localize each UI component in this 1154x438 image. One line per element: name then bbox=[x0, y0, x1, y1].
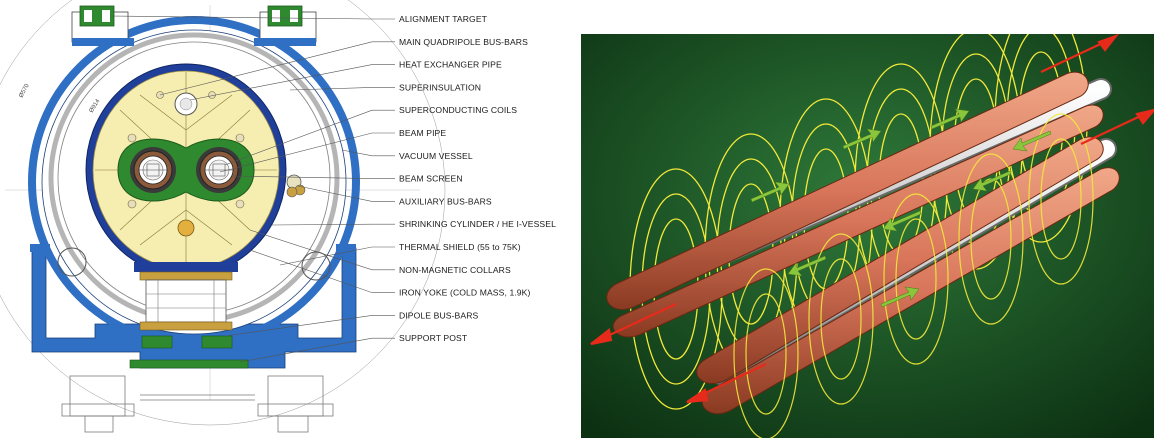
field-direction-arrows bbox=[750, 108, 1052, 308]
callout-alignment-target: ALIGNMENT TARGET bbox=[399, 14, 488, 24]
beam-direction-arrows bbox=[590, 34, 1154, 404]
side-pipe-left bbox=[57, 247, 87, 277]
callout-beam-pipe: BEAM PIPE bbox=[399, 128, 446, 138]
beam-direction-arrow-icon bbox=[1135, 108, 1154, 125]
beam-screen-right bbox=[212, 163, 226, 177]
leader-line-dipole-bus-bars bbox=[224, 315, 395, 337]
beam-screen-left bbox=[146, 163, 160, 177]
alignment-target-left bbox=[71, 5, 134, 46]
dimension-label-outer: Ø570 bbox=[18, 83, 30, 99]
magnetic-field-arrow-icon bbox=[972, 170, 1012, 192]
callout-heat-exchanger-pipe: HEAT EXCHANGER PIPE bbox=[399, 60, 502, 70]
superconducting-coils-right bbox=[196, 147, 242, 193]
leader-line-thermal-shield bbox=[279, 246, 395, 266]
support-post-shape bbox=[129, 262, 249, 369]
field-line-loop bbox=[820, 258, 862, 380]
beam-direction-arrow-icon bbox=[1097, 34, 1119, 52]
beam-direction-arrow-icon bbox=[686, 388, 709, 404]
main-quadripole-bus-bar-holes bbox=[127, 91, 245, 209]
callout-auxiliary-bus-bars: AUXILIARY BUS-BARS bbox=[399, 196, 492, 206]
vacuum-vessel-ring bbox=[28, 16, 360, 348]
field-line-loop bbox=[733, 268, 799, 438]
beam-direction-arrow-icon bbox=[590, 328, 613, 346]
construction-circle bbox=[0, 0, 446, 426]
leader-line-shrinking-cylinder bbox=[271, 223, 395, 226]
auxiliary-bus-bars-shape bbox=[286, 174, 306, 198]
leader-line-beam-pipe bbox=[219, 132, 395, 173]
magnetic-field-lines-front bbox=[733, 113, 1094, 438]
callout-vacuum-vessel: VACUUM VESSEL bbox=[399, 151, 473, 161]
leader-line-beam-screen bbox=[231, 175, 395, 179]
alignment-target-right bbox=[254, 5, 317, 46]
superconducting-coils-left bbox=[130, 147, 176, 193]
callout-non-magnetic-collars: NON-MAGNETIC COLLARS bbox=[399, 265, 511, 275]
leader-line-main-quadripole-bus-bars bbox=[159, 41, 395, 96]
callout-superconducting-coils: SUPERCONDUCTING COILS bbox=[399, 105, 517, 115]
field-line-loop bbox=[895, 218, 937, 340]
callout-main-quadripole-bus-bars: MAIN QUADRIPOLE BUS-BARS bbox=[399, 37, 528, 47]
leader-line-iron-yoke bbox=[249, 249, 395, 293]
magnetic-field-arrow-icon bbox=[1012, 130, 1052, 152]
magnetic-field-arrow-icon bbox=[787, 255, 827, 277]
callout-beam-screen: BEAM SCREEN bbox=[399, 174, 463, 184]
leader-line-superconducting-coils bbox=[224, 109, 395, 166]
callout-labels: ALIGNMENT TARGET MAIN QUADRIPOLE BUS-BARS… bbox=[109, 14, 556, 363]
field-line-loop bbox=[883, 193, 949, 365]
callout-iron-yoke: IRON YOKE (COLD MASS, 1.9K) bbox=[399, 288, 531, 298]
field-line-loop bbox=[1040, 138, 1082, 260]
callout-shrinking-cylinder: SHRINKING CYLINDER / HE I-VESSEL bbox=[399, 219, 556, 229]
field-line-loop bbox=[745, 293, 787, 415]
magnetic-field-arrow-icon bbox=[842, 128, 882, 150]
leader-line-vacuum-vessel bbox=[341, 149, 395, 157]
magnetic-field-arrow-icon bbox=[880, 286, 920, 308]
leader-line-non-magnetic-collars bbox=[249, 229, 395, 271]
magnetic-field-arrow-icon bbox=[750, 181, 790, 203]
callout-dipole-bus-bars: DIPOLE BUS-BARS bbox=[399, 310, 479, 320]
superconducting-coil-upper bbox=[606, 71, 1104, 338]
iron-yoke-lower-hole bbox=[177, 219, 195, 237]
heat-exchanger-pipe-bore bbox=[179, 97, 193, 111]
side-pipe-right bbox=[301, 251, 331, 281]
leader-line-heat-exchanger-pipe bbox=[189, 64, 395, 101]
callout-support-post: SUPPORT POST bbox=[399, 333, 468, 343]
leader-line-alignment-target bbox=[109, 15, 395, 20]
callout-thermal-shield: THERMAL SHIELD (55 to 75K) bbox=[399, 242, 521, 252]
field-line-loop bbox=[808, 233, 874, 405]
support-base bbox=[61, 375, 334, 433]
leader-line-superinsulation bbox=[289, 87, 395, 91]
foot-left bbox=[30, 244, 50, 252]
magnetic-field-arrow-icon bbox=[882, 210, 922, 232]
leader-line-support-post bbox=[239, 337, 395, 363]
callout-superinsulation: SUPERINSULATION bbox=[399, 82, 481, 92]
magnetic-field-rendering bbox=[581, 34, 1154, 438]
field-line-loop bbox=[1028, 113, 1094, 285]
leader-line-auxiliary-bus-bars bbox=[297, 185, 395, 202]
magnetic-field-arrow-icon bbox=[930, 108, 970, 130]
field-line-loop bbox=[958, 153, 1024, 325]
